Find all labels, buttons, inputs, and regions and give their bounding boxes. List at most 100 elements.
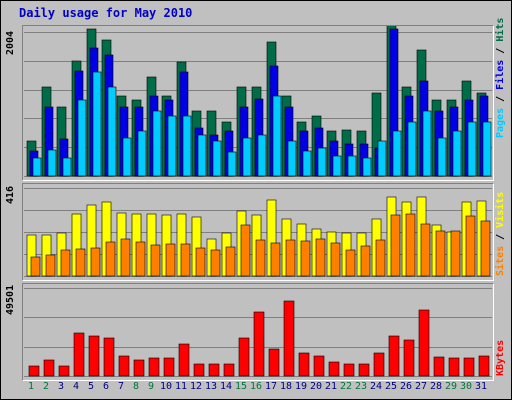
day-label: 9 [147,381,155,392]
max-label-middle: 416 [5,185,16,204]
bar-pages [302,150,312,177]
x-axis-day-labels: 1 2 3 4 5 6 7 8 9 10 11 12 13 14 15 16 17 18 19 20 21 22 23 24 2… [1,381,512,395]
bar-sites [180,243,191,277]
day-label: 1 [27,381,35,392]
bar-sites [105,241,116,277]
legend-sep: / [495,89,506,108]
plot-visits-sites [24,188,492,277]
day-label: 29 [444,381,458,392]
bar-kbytes [463,357,475,377]
bar-sites [405,213,416,277]
day-label: 11 [174,381,188,392]
bar-sites [360,245,371,277]
day-label: 12 [189,381,203,392]
bar-pages [362,157,372,177]
bar-pages [122,137,132,177]
bar-sites [135,241,146,277]
bar-sites [30,256,41,277]
day-label: 19 [294,381,308,392]
bar-sites [315,238,326,277]
day-label: 24 [369,381,383,392]
legend-sep: / [495,227,506,246]
bar-kbytes [208,363,220,377]
bar-pages [197,134,207,177]
bar-pages [92,71,102,177]
legend-pages: Pages [495,107,506,138]
bar-pages [257,134,267,177]
bar-sites [210,249,221,277]
bar-sites [60,249,71,277]
bar-kbytes [418,309,430,377]
bar-kbytes [478,355,490,377]
day-label: 31 [474,381,488,392]
plot-kbytes [24,288,492,377]
bar-kbytes [268,348,280,377]
bar-sites [225,246,236,277]
bar-sites [270,242,281,277]
bar-pages [467,121,477,177]
legend-hits: Hits [495,17,506,42]
bar-kbytes [28,365,40,377]
day-label: 27 [414,381,428,392]
legend-kbytes: KBytes [495,339,506,376]
day-label: 6 [102,381,110,392]
bar-kbytes [163,357,175,377]
bar-kbytes [328,361,340,377]
bar-pages [347,155,357,177]
bar-pages [137,130,147,177]
bar-pages [422,110,432,177]
legend-top: Pages / Files / Hits [495,18,506,138]
bar-kbytes [283,300,295,377]
day-label: 20 [309,381,323,392]
bar-kbytes [343,363,355,377]
bar-kbytes [193,363,205,377]
bar-pages [47,149,57,177]
day-label: 22 [339,381,353,392]
bar-sites [300,240,311,277]
bar-sites [465,215,476,277]
day-label: 25 [384,381,398,392]
day-label: 7 [117,381,125,392]
chart-title: Daily usage for May 2010 [19,6,193,20]
bar-kbytes [43,359,55,377]
bar-kbytes [178,343,190,377]
bar-pages [392,130,402,177]
bar-sites [390,214,401,277]
bar-kbytes [58,365,70,377]
legend-sep: / [495,41,506,60]
bar-pages [152,110,162,177]
bar-pages [212,140,222,177]
bar-pages [407,121,417,177]
bar-pages [107,86,117,177]
bar-pages [437,137,447,177]
bar-kbytes [373,352,385,377]
bar-kbytes [253,311,265,377]
bar-sites [165,243,176,277]
bar-kbytes [313,355,325,377]
bar-pages [62,157,72,177]
max-label-top: 2004 [5,30,16,55]
day-label: 26 [399,381,413,392]
day-label: 8 [132,381,140,392]
day-label: 30 [459,381,473,392]
bar-sites [195,247,206,277]
day-label: 17 [264,381,278,392]
bar-sites [345,249,356,277]
legend-bottom: KBytes [495,340,506,376]
bar-pages [227,151,237,177]
bar-kbytes [358,363,370,377]
bar-sites [120,238,131,277]
legend-visits: Visits [495,191,506,228]
bar-pages [77,99,87,177]
bar-kbytes [223,363,235,377]
bar-pages [242,137,252,177]
day-label: 13 [204,381,218,392]
day-label: 2 [42,381,50,392]
bar-kbytes [103,337,115,377]
day-label: 21 [324,381,338,392]
bar-kbytes [73,332,85,377]
panel-visits-sites [22,183,494,281]
bar-pages [452,130,462,177]
day-label: 15 [234,381,248,392]
